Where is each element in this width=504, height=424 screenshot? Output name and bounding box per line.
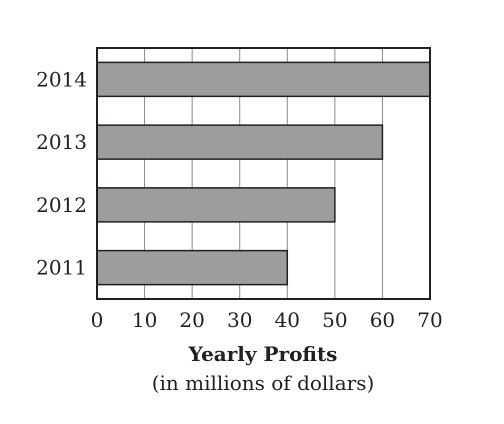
plot-frame xyxy=(96,47,431,300)
x-tick-label-20: 20 xyxy=(179,308,204,332)
bar-2011 xyxy=(96,249,289,286)
x-axis-subtitle: (in millions of dollars) xyxy=(152,371,375,395)
bar-2014 xyxy=(96,61,431,98)
x-tick-labels: 0 10 20 30 40 50 60 70 xyxy=(91,308,443,332)
y-tick-label-2011: 2011 xyxy=(36,256,87,280)
y-tick-label-2014: 2014 xyxy=(36,67,87,91)
x-tick-label-70: 70 xyxy=(417,308,442,332)
y-tick-label-2012: 2012 xyxy=(36,193,87,217)
y-tick-labels: 2014 2013 2012 2011 xyxy=(36,67,87,279)
bar-2013 xyxy=(96,124,384,160)
x-tick-label-60: 60 xyxy=(370,308,395,332)
bar-2012 xyxy=(96,187,336,223)
x-tick-label-10: 10 xyxy=(132,308,157,332)
x-tick-label-50: 50 xyxy=(322,308,347,332)
bars xyxy=(96,61,431,286)
x-tick-label-0: 0 xyxy=(91,308,104,332)
y-tick-label-2013: 2013 xyxy=(36,130,87,154)
x-tick-label-30: 30 xyxy=(227,308,252,332)
x-axis-title: Yearly Profits xyxy=(188,342,338,366)
x-tick-label-40: 40 xyxy=(275,308,300,332)
